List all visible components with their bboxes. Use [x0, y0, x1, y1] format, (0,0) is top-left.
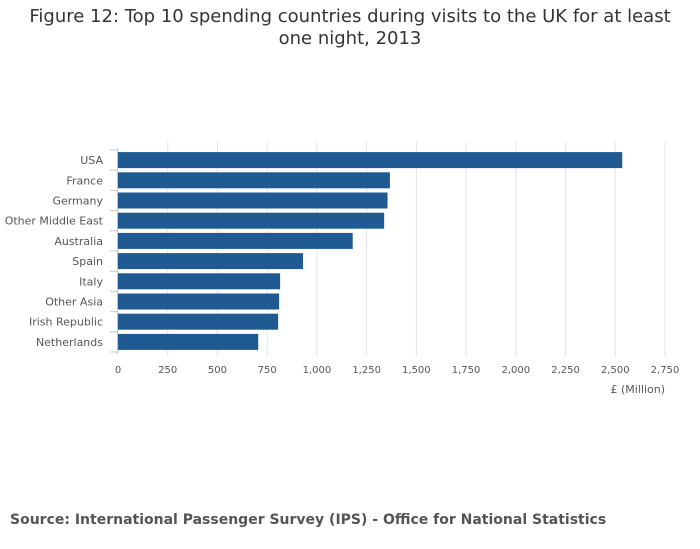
bar-france — [118, 172, 390, 189]
category-label: Spain — [72, 255, 103, 268]
category-label: Australia — [54, 235, 103, 248]
x-axis-title: £ (Million) — [611, 383, 666, 396]
chart-title: Figure 12: Top 10 spending countries dur… — [29, 6, 671, 49]
x-tick-label: 1,250 — [352, 365, 381, 376]
x-tick-label: 750 — [258, 365, 277, 376]
category-label: Other Asia — [45, 296, 103, 309]
bar-netherlands — [118, 333, 259, 350]
bars — [118, 152, 623, 350]
bar-italy — [118, 273, 281, 290]
x-tick-label: 2,000 — [501, 365, 530, 376]
category-label: Italy — [79, 275, 103, 288]
x-tick-label: 2,750 — [651, 365, 680, 376]
x-tick-label: 0 — [115, 365, 121, 376]
bar-other-middle-east — [118, 212, 385, 229]
x-tick-label: 500 — [208, 365, 227, 376]
bar-australia — [118, 232, 353, 249]
bar-irish-republic — [118, 313, 279, 330]
category-label: France — [66, 174, 103, 187]
category-label: Irish Republic — [29, 316, 103, 329]
bar-usa — [118, 152, 623, 169]
x-tick-label: 1,500 — [402, 365, 431, 376]
category-label: USA — [80, 154, 103, 167]
axes: 0 250 500 750 1,000 1,250 1,500 1,750 2,000 2,250… — [5, 148, 680, 376]
x-tick-label: 250 — [158, 365, 177, 376]
category-label: Germany — [52, 195, 103, 208]
x-tick-label: 1,000 — [303, 365, 332, 376]
bar-spain — [118, 253, 303, 270]
category-label: Netherlands — [36, 336, 103, 349]
x-tick-label: 2,500 — [601, 365, 630, 376]
source-note: Source: International Passenger Survey (… — [10, 512, 607, 528]
x-tick-label: 1,750 — [452, 365, 481, 376]
x-tick-label: 2,250 — [551, 365, 580, 376]
category-label: Other Middle East — [5, 215, 104, 228]
bar-germany — [118, 192, 388, 209]
bar-other-asia — [118, 293, 280, 310]
